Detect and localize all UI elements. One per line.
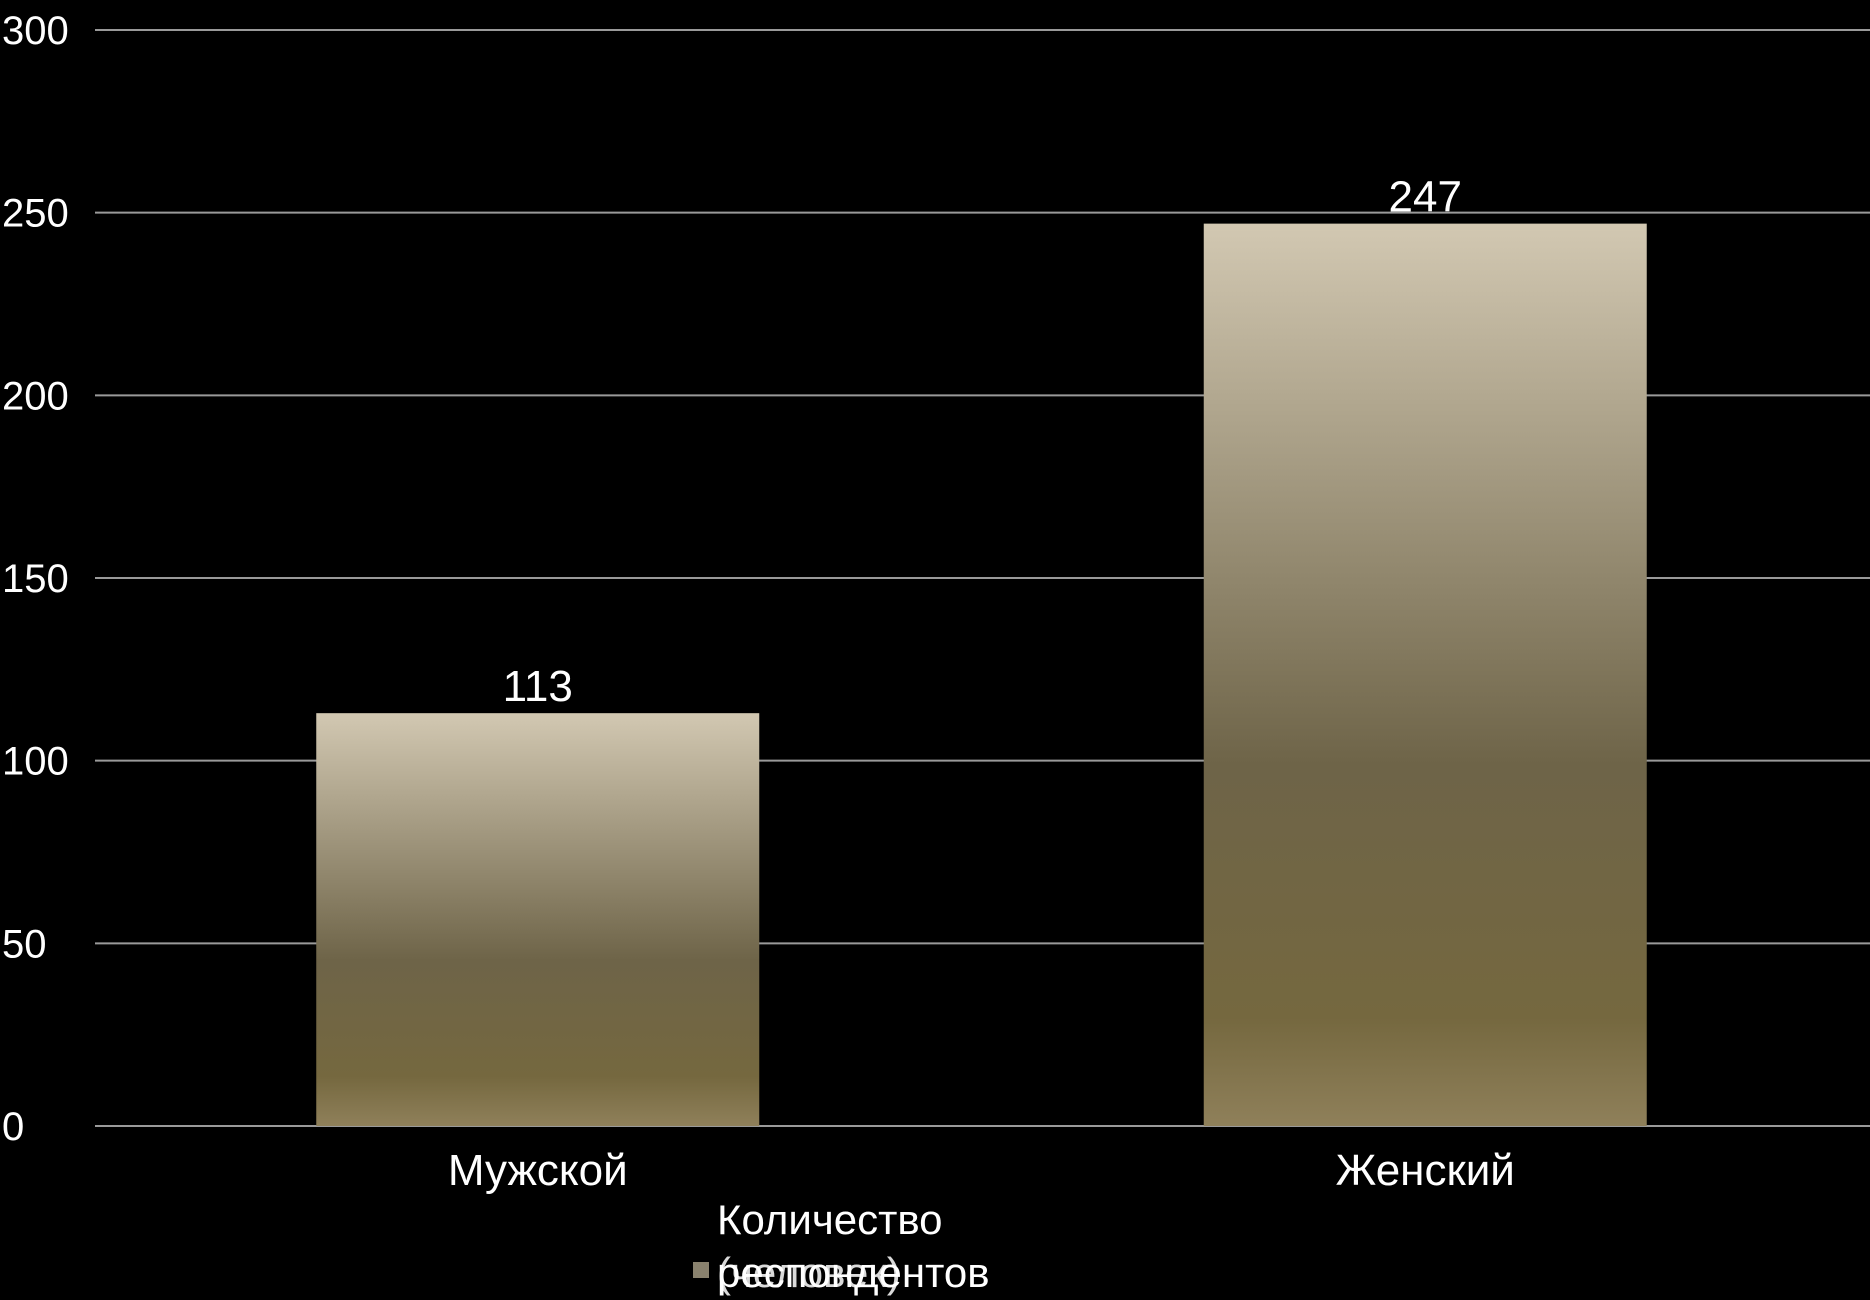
y-axis-ticks: 0 50 100 150 200 250 300	[2, 9, 69, 1149]
y-tick-label: 200	[2, 374, 69, 418]
bar-data-label: 113	[503, 662, 573, 711]
x-axis-categories: Мужской Женский	[448, 1146, 1515, 1195]
bar-data-label: 247	[1389, 173, 1462, 222]
y-tick-label: 100	[2, 740, 69, 784]
y-tick-label: 50	[2, 922, 47, 966]
legend: Количество респондентов (человек)	[693, 1196, 990, 1296]
bar	[1204, 224, 1647, 1126]
legend-line-3: (человек)	[717, 1249, 901, 1296]
y-tick-label: 150	[2, 557, 69, 601]
legend-line-1: Количество	[717, 1196, 943, 1243]
x-category-label: Женский	[1336, 1146, 1515, 1195]
bar	[316, 713, 759, 1126]
y-tick-label: 300	[2, 9, 69, 53]
legend-swatch	[693, 1262, 709, 1278]
y-tick-label: 250	[2, 192, 69, 236]
x-category-label: Мужской	[448, 1146, 628, 1195]
y-tick-label: 0	[2, 1105, 24, 1149]
